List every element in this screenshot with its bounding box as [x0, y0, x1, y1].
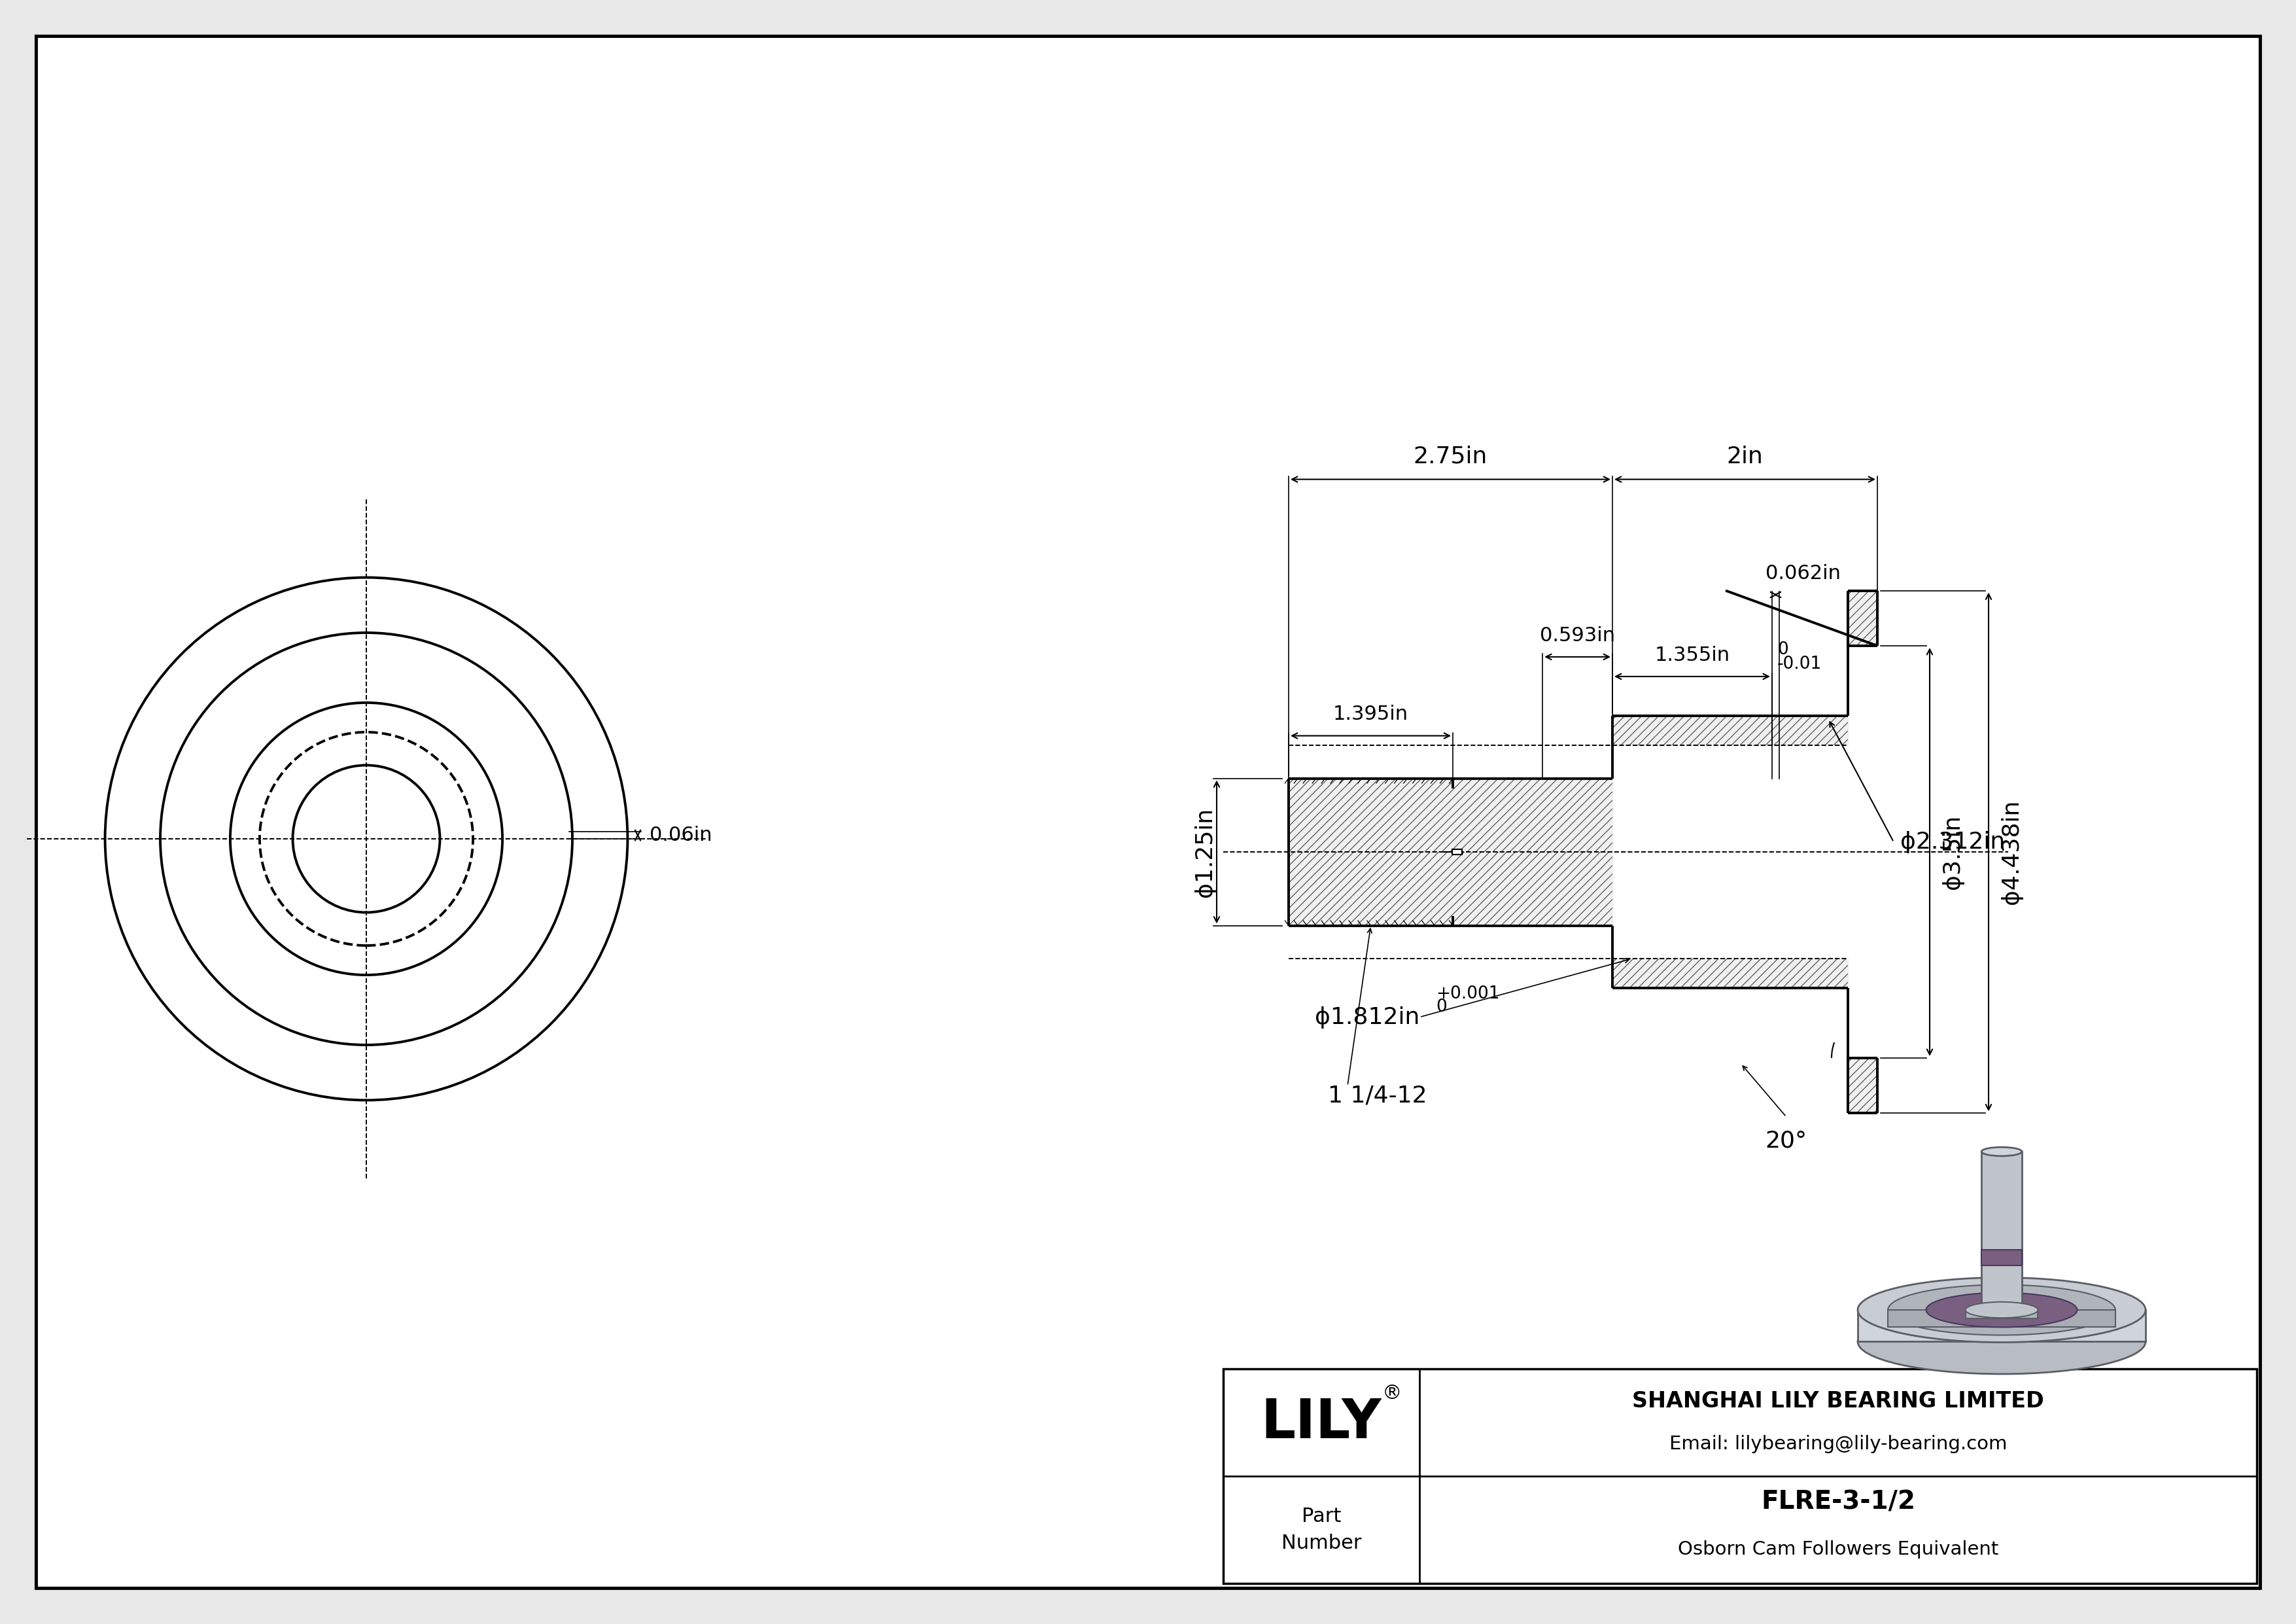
Bar	[1965, 1311, 2039, 1319]
Bar	[1224, 1369, 2257, 1583]
Text: ϕ3.5in: ϕ3.5in	[1942, 815, 1963, 890]
Text: ϕ4.438in: ϕ4.438in	[2000, 799, 2023, 905]
Bar	[1887, 1311, 2115, 1327]
Polygon shape	[1288, 853, 1612, 926]
Polygon shape	[1612, 958, 1848, 987]
Text: Osborn Cam Followers Equivalent: Osborn Cam Followers Equivalent	[1678, 1540, 1998, 1559]
Text: 20°: 20°	[1766, 1130, 1807, 1153]
Text: 1 1/4-12: 1 1/4-12	[1327, 1085, 1428, 1108]
Text: Part
Number: Part Number	[1281, 1507, 1362, 1553]
Text: ®: ®	[1382, 1384, 1403, 1403]
Text: 2in: 2in	[1727, 445, 1763, 468]
Ellipse shape	[1981, 1147, 2023, 1156]
Text: ϕ1.812in: ϕ1.812in	[1316, 1005, 1419, 1028]
Polygon shape	[1848, 1057, 1878, 1114]
Ellipse shape	[1887, 1285, 2115, 1335]
Text: SHANGHAI LILY BEARING LIMITED: SHANGHAI LILY BEARING LIMITED	[1632, 1390, 2043, 1411]
Text: 2.75in: 2.75in	[1414, 445, 1488, 468]
Text: 1.395in: 1.395in	[1334, 705, 1407, 724]
Polygon shape	[1288, 778, 1612, 853]
Polygon shape	[1848, 591, 1878, 646]
Text: 0.593in: 0.593in	[1541, 627, 1614, 645]
Ellipse shape	[1926, 1293, 2078, 1327]
Text: Email: lilybearing@lily-bearing.com: Email: lilybearing@lily-bearing.com	[1669, 1434, 2007, 1453]
Bar	[1981, 1250, 2023, 1265]
Text: 1.355in: 1.355in	[1655, 646, 1729, 664]
Text: 0.062in: 0.062in	[1766, 564, 1841, 583]
Text: ϕ2.312in: ϕ2.312in	[1901, 831, 2004, 853]
Bar	[1981, 1151, 2023, 1311]
Text: +0.001: +0.001	[1435, 986, 1499, 1002]
Ellipse shape	[1965, 1302, 2039, 1319]
Ellipse shape	[1857, 1278, 2144, 1343]
Ellipse shape	[1857, 1309, 2144, 1374]
Bar	[1453, 849, 1463, 854]
Text: LILY: LILY	[1261, 1397, 1382, 1449]
Polygon shape	[1848, 591, 1878, 646]
Text: FLRE-3-1/2: FLRE-3-1/2	[1761, 1489, 1915, 1514]
Text: 0: 0	[1435, 999, 1446, 1017]
Bar	[1224, 1369, 2257, 1583]
Text: 0: 0	[1777, 641, 1789, 658]
Text: -0.01: -0.01	[1777, 656, 1821, 672]
Bar	[1857, 1311, 2144, 1341]
Text: 0.06in: 0.06in	[650, 827, 712, 844]
Polygon shape	[1612, 716, 1848, 745]
Text: ϕ1.25in: ϕ1.25in	[1194, 807, 1217, 896]
